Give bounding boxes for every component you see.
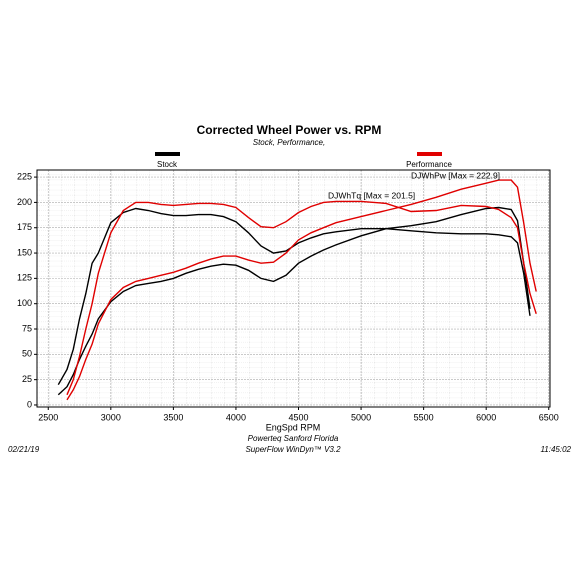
x-tick-label: 6000 [476,412,496,422]
series-line [57,206,531,396]
series-line [66,200,537,396]
y-tick-label: 100 [17,298,32,308]
footer-location: Powerteq Sanford Florida [248,434,339,443]
y-tick-label: 50 [22,349,32,359]
y-tick-label: 125 [17,273,32,283]
plot-layer: 0 25 50 75 100 125 150 175 200 225 2500 3000 3500 400… [17,170,559,422]
footer-time: 11:45:02 [540,445,571,454]
x-tick-label: 5000 [351,412,371,422]
annotation: DJWhTq [Max = 201.5] [328,190,415,200]
series-line [57,207,531,386]
annotation: DJWhPw [Max = 222.9] [411,170,500,180]
x-tick-label: 5500 [414,412,434,422]
x-tick-label: 3000 [101,412,121,422]
legend-label: Performance [406,160,452,169]
legend-label: Stock [157,160,178,169]
y-tick-label: 75 [22,323,32,333]
y-tick-label: 25 [22,374,32,384]
x-tick-label: 4000 [226,412,246,422]
legend-swatch [417,152,442,156]
y-tick-label: 225 [17,171,32,181]
x-tick-label: 3500 [163,412,183,422]
x-tick-label: 6500 [539,412,559,422]
footer-date: 02/21/19 [8,445,40,454]
x-tick-label: 2500 [38,412,58,422]
y-tick-label: 150 [17,247,32,257]
plot-frame [36,169,551,408]
series-line [66,179,537,401]
y-tick-label: 200 [17,197,32,207]
chart-title: Corrected Wheel Power vs. RPM [197,123,382,137]
footer-software: SuperFlow WinDyn™ V3.2 [245,445,341,454]
legend-swatch [155,152,180,156]
y-tick-label: 175 [17,222,32,232]
x-tick-label: 4500 [288,412,308,422]
x-axis-label: EngSpd RPM [266,422,321,432]
y-tick-label: 0 [27,399,32,409]
chart-subtitle: Stock, Performance, [253,138,325,147]
